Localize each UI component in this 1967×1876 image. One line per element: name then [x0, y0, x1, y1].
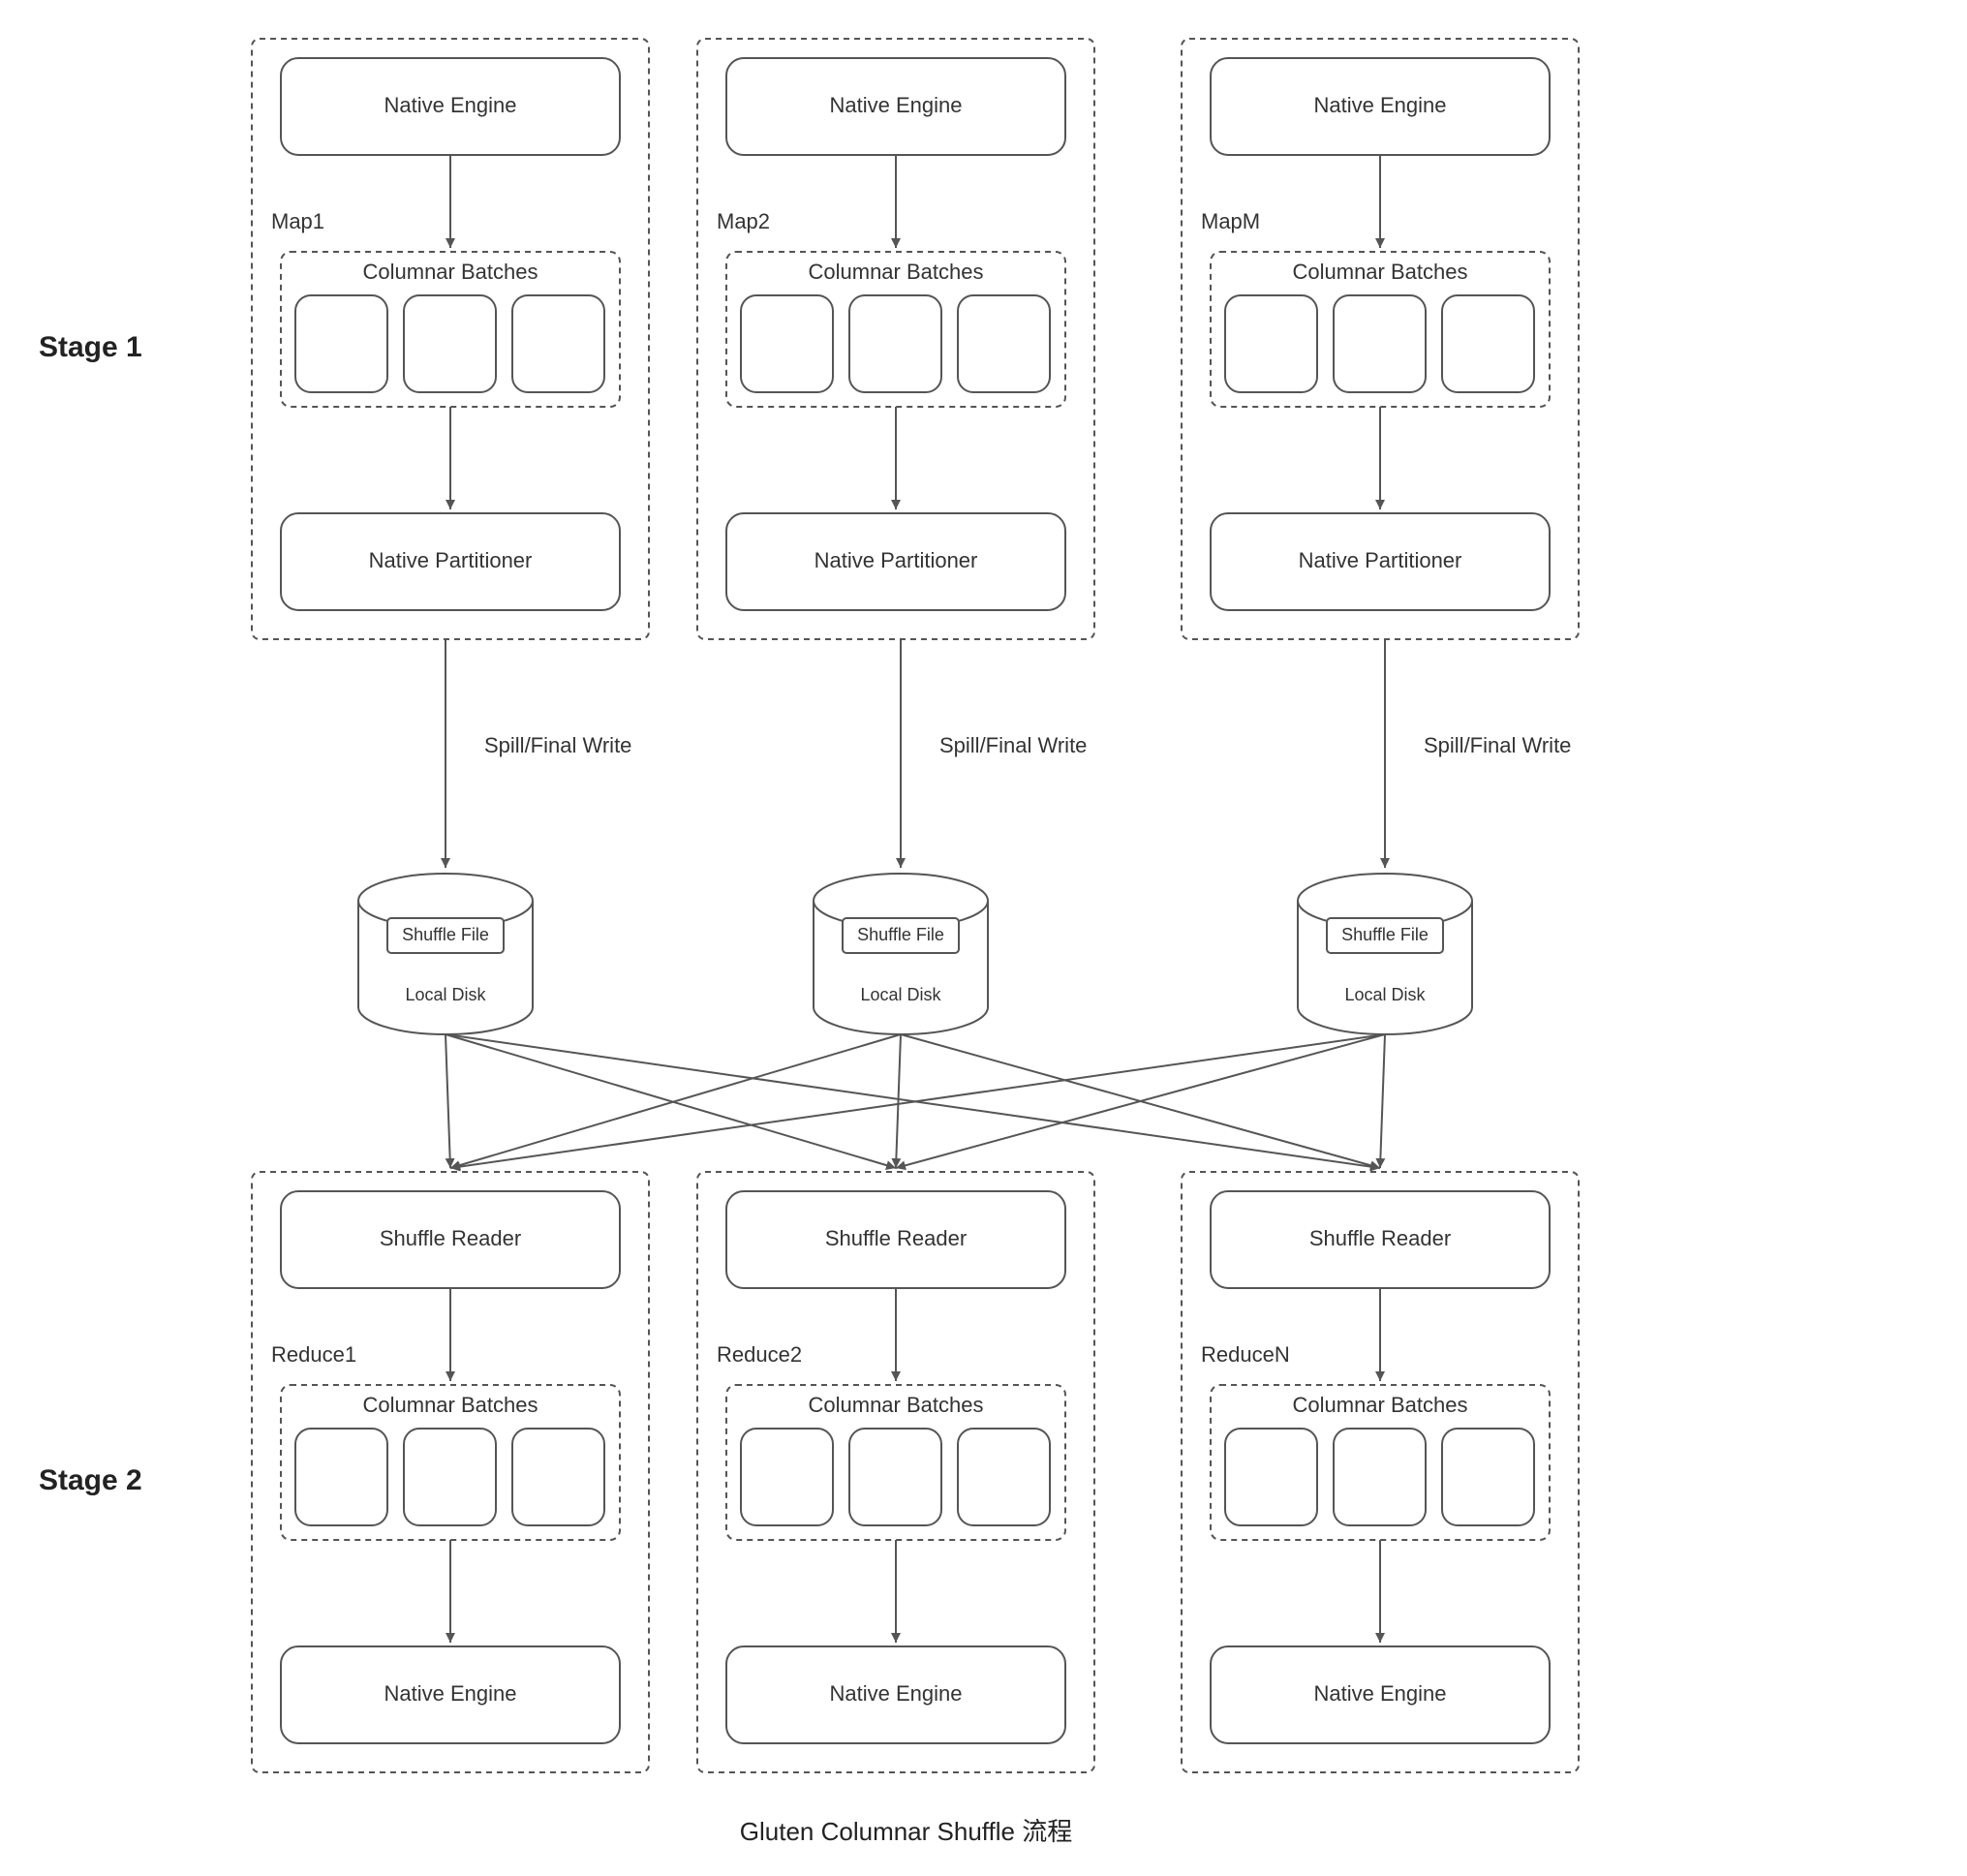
svg-text:Shuffle Reader: Shuffle Reader: [1309, 1226, 1451, 1250]
svg-text:Shuffle File: Shuffle File: [1341, 925, 1429, 944]
disk-0: Shuffle File Local Disk: [358, 874, 533, 1034]
svg-text:Native Engine: Native Engine: [1314, 1681, 1447, 1706]
reduce-label: ReduceN: [1201, 1342, 1290, 1367]
svg-text:Shuffle Reader: Shuffle Reader: [825, 1226, 967, 1250]
svg-text:Local Disk: Local Disk: [1344, 985, 1426, 1004]
stage1-label: Stage 1: [39, 331, 142, 363]
map-label: Map2: [717, 209, 770, 233]
disk-2: Shuffle File Local Disk: [1298, 874, 1472, 1034]
shuffle-diagram: Stage 1 Stage 2 Map1 Native Engine Columnar …: [0, 0, 1967, 1876]
disk-1: Shuffle File Local Disk: [814, 874, 988, 1034]
svg-text:Native Engine: Native Engine: [1314, 93, 1447, 117]
svg-text:Columnar Batches: Columnar Batches: [809, 1393, 984, 1417]
svg-text:Shuffle File: Shuffle File: [857, 925, 944, 944]
reduce-label: Reduce1: [271, 1342, 356, 1367]
svg-text:Shuffle Reader: Shuffle Reader: [380, 1226, 521, 1250]
map-container-2: MapM Native Engine Columnar Batches Native …: [1182, 39, 1579, 868]
svg-text:Shuffle File: Shuffle File: [402, 925, 489, 944]
svg-text:Columnar Batches: Columnar Batches: [363, 1393, 538, 1417]
diagram-title: Gluten Columnar Shuffle 流程: [740, 1817, 1072, 1846]
svg-text:Native Engine: Native Engine: [830, 1681, 963, 1706]
reduce-container-2: ReduceN Shuffle Reader Columnar Batches Nat…: [1182, 1172, 1579, 1772]
svg-text:Local Disk: Local Disk: [405, 985, 486, 1004]
svg-text:Columnar Batches: Columnar Batches: [363, 260, 538, 284]
shuffle-arrows: [446, 1034, 1385, 1168]
svg-text:Native Partitioner: Native Partitioner: [369, 548, 533, 572]
reduce-container-0: Reduce1 Shuffle Reader Columnar Batches Nat…: [252, 1172, 649, 1772]
svg-text:Columnar Batches: Columnar Batches: [1293, 1393, 1468, 1417]
svg-text:Columnar Batches: Columnar Batches: [809, 260, 984, 284]
map-label: MapM: [1201, 209, 1260, 233]
map-label: Map1: [271, 209, 324, 233]
svg-text:Native Partitioner: Native Partitioner: [1299, 548, 1462, 572]
map-container-0: Map1 Native Engine Columnar Batches Native …: [252, 39, 649, 868]
svg-text:Columnar Batches: Columnar Batches: [1293, 260, 1468, 284]
map-container-1: Map2 Native Engine Columnar Batches Native …: [697, 39, 1094, 868]
reduce-container-1: Reduce2 Shuffle Reader Columnar Batches Nat…: [697, 1172, 1094, 1772]
svg-text:Native Engine: Native Engine: [830, 93, 963, 117]
svg-text:Spill/Final Write: Spill/Final Write: [484, 733, 631, 757]
stage2-label: Stage 2: [39, 1464, 142, 1496]
svg-text:Native Engine: Native Engine: [384, 1681, 517, 1706]
svg-text:Local Disk: Local Disk: [860, 985, 941, 1004]
reduce-label: Reduce2: [717, 1342, 802, 1367]
svg-text:Native Partitioner: Native Partitioner: [814, 548, 978, 572]
svg-text:Spill/Final Write: Spill/Final Write: [939, 733, 1087, 757]
svg-text:Native Engine: Native Engine: [384, 93, 517, 117]
svg-text:Spill/Final Write: Spill/Final Write: [1424, 733, 1571, 757]
